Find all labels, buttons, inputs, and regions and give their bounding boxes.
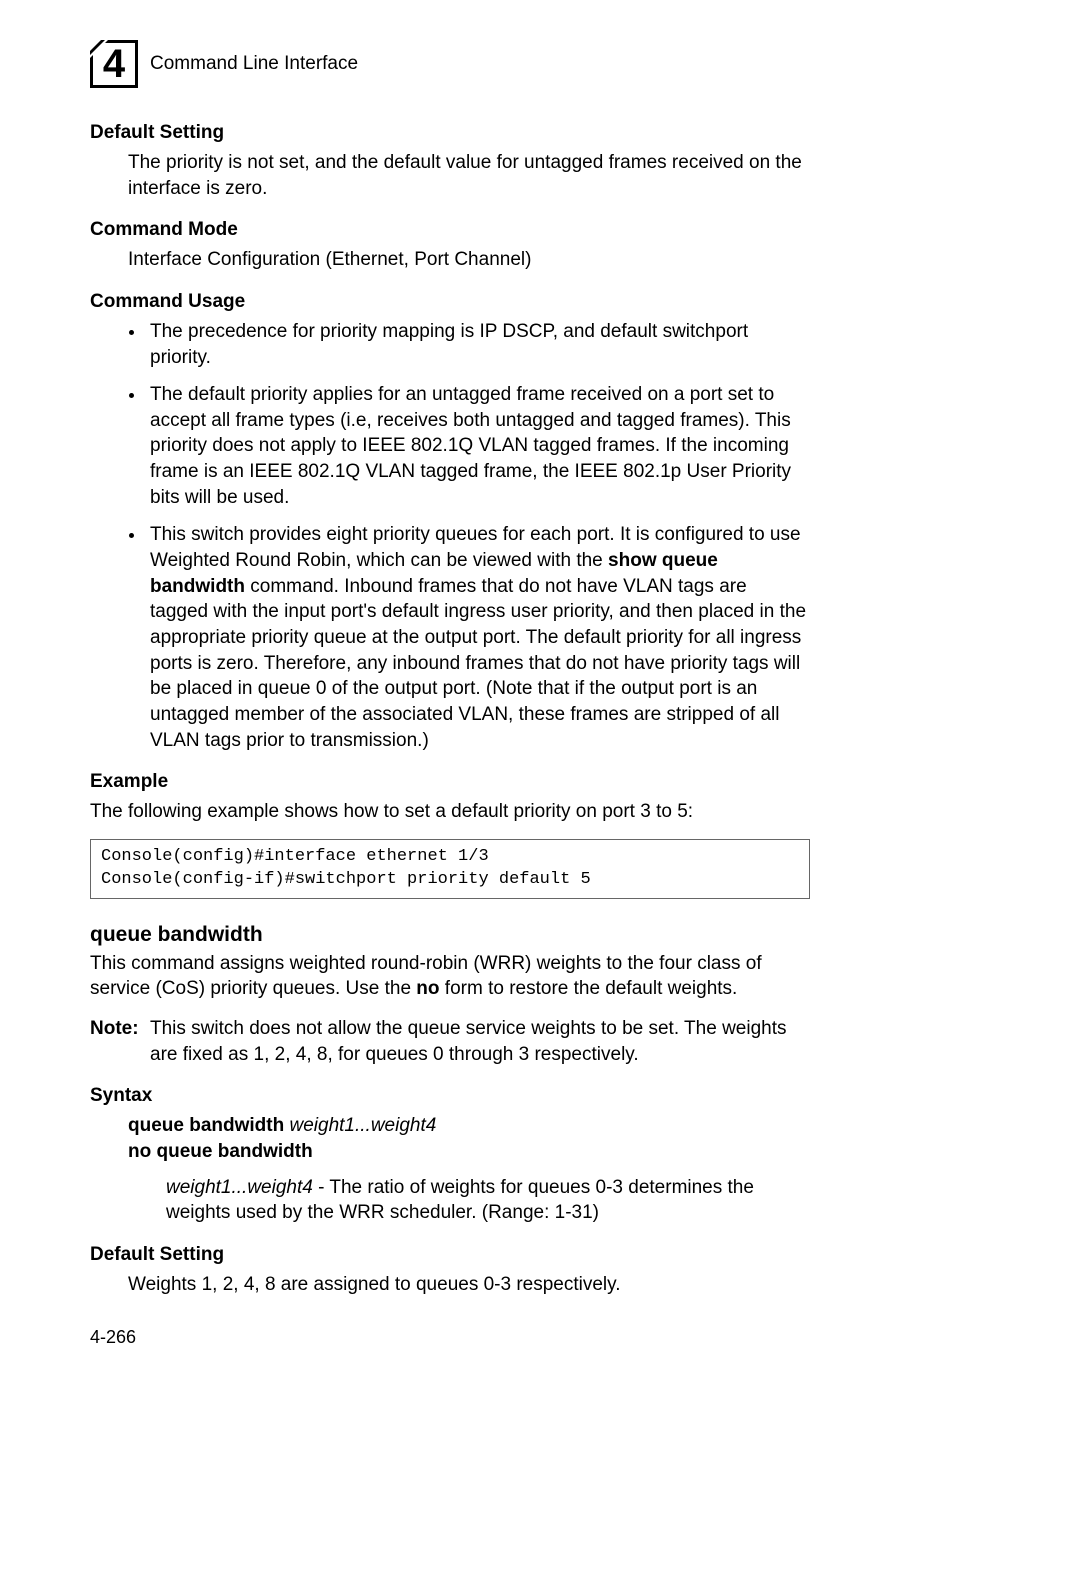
syntax-param-desc: weight1...weight4 - The ratio of weights… [166, 1175, 810, 1226]
param-name: weight1...weight4 [166, 1177, 313, 1198]
note-row: Note: This switch does not allow the que… [90, 1016, 810, 1067]
header-title: Command Line Interface [150, 53, 358, 75]
note-label: Note: [90, 1016, 150, 1067]
list-item: The default priority applies for an unta… [146, 382, 810, 510]
section-heading-default-setting-2: Default Setting [90, 1244, 810, 1266]
note-text: This switch does not allow the queue ser… [150, 1016, 810, 1067]
syntax-line: queue bandwidth weight1...weight4 [128, 1113, 810, 1139]
list-item: This switch provides eight priority queu… [146, 522, 810, 753]
section-heading-syntax: Syntax [90, 1085, 810, 1107]
page-container: 4 Command Line Interface Default Setting… [0, 0, 900, 1388]
page-header: 4 Command Line Interface [90, 40, 810, 88]
section-heading-default-setting: Default Setting [90, 122, 810, 144]
command-mode-text: Interface Configuration (Ethernet, Port … [128, 247, 810, 273]
section-heading-command-mode: Command Mode [90, 219, 810, 241]
desc-text: form to restore the default weights. [440, 978, 738, 999]
default-setting-text: The priority is not set, and the default… [128, 150, 810, 201]
syntax-lines: queue bandwidth weight1...weight4 no que… [128, 1113, 810, 1164]
section-heading-queue-bandwidth: queue bandwidth [90, 923, 810, 947]
syntax-param: weight1...weight4 [284, 1115, 436, 1136]
section-heading-example: Example [90, 771, 810, 793]
queue-bandwidth-desc: This command assigns weighted round-robi… [90, 951, 810, 1002]
section-heading-command-usage: Command Usage [90, 291, 810, 313]
default-setting-2-text: Weights 1, 2, 4, 8 are assigned to queue… [128, 1272, 810, 1298]
chapter-icon: 4 [90, 40, 138, 88]
command-usage-list: The precedence for priority mapping is I… [90, 319, 810, 753]
example-text: The following example shows how to set a… [90, 799, 810, 825]
code-example: Console(config)#interface ethernet 1/3 C… [90, 839, 810, 899]
page-number: 4-266 [90, 1327, 810, 1348]
desc-bold: no [416, 978, 439, 999]
list-item-text: command. Inbound frames that do not have… [150, 576, 806, 751]
syntax-line: no queue bandwidth [128, 1139, 810, 1165]
list-item: The precedence for priority mapping is I… [146, 319, 810, 370]
syntax-cmd: queue bandwidth [128, 1115, 284, 1136]
